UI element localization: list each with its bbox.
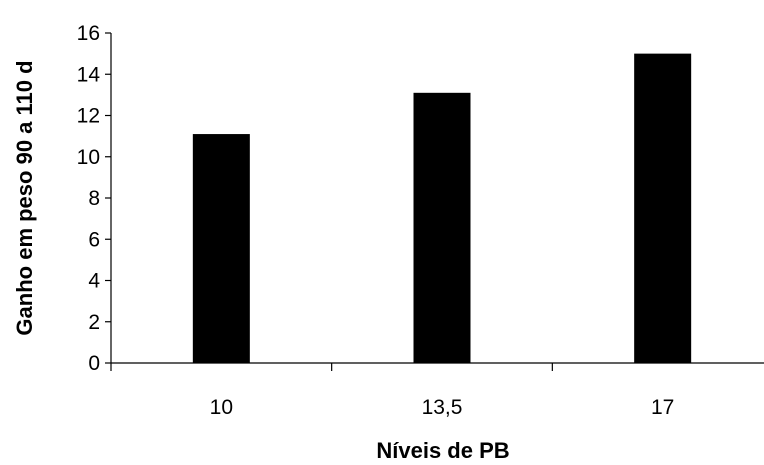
y-axis-title: Ganho em peso 90 a 110 d <box>12 60 37 335</box>
y-tick-label: 6 <box>88 228 100 251</box>
x-axis-title: Níveis de PB <box>376 438 509 463</box>
bar <box>192 134 250 363</box>
y-tick-label: 16 <box>77 22 100 45</box>
x-axis-ticks: 10 13,5 17 <box>110 363 674 419</box>
y-tick-label: 14 <box>77 63 101 86</box>
x-tick-label: 17 <box>651 396 674 419</box>
bar <box>634 53 692 363</box>
y-tick-label: 8 <box>88 187 100 210</box>
x-tick-label: 13,5 <box>422 396 463 419</box>
x-tick-label: 10 <box>210 396 233 419</box>
y-tick-label: 0 <box>88 352 100 375</box>
y-tick-label: 4 <box>88 270 100 293</box>
y-axis-ticks: 0 2 4 6 8 10 12 14 16 <box>77 22 111 375</box>
bar <box>413 92 471 363</box>
y-tick-label: 10 <box>77 146 100 169</box>
bars <box>192 53 692 363</box>
y-tick-label: 12 <box>77 105 100 128</box>
y-tick-label: 2 <box>88 311 100 334</box>
